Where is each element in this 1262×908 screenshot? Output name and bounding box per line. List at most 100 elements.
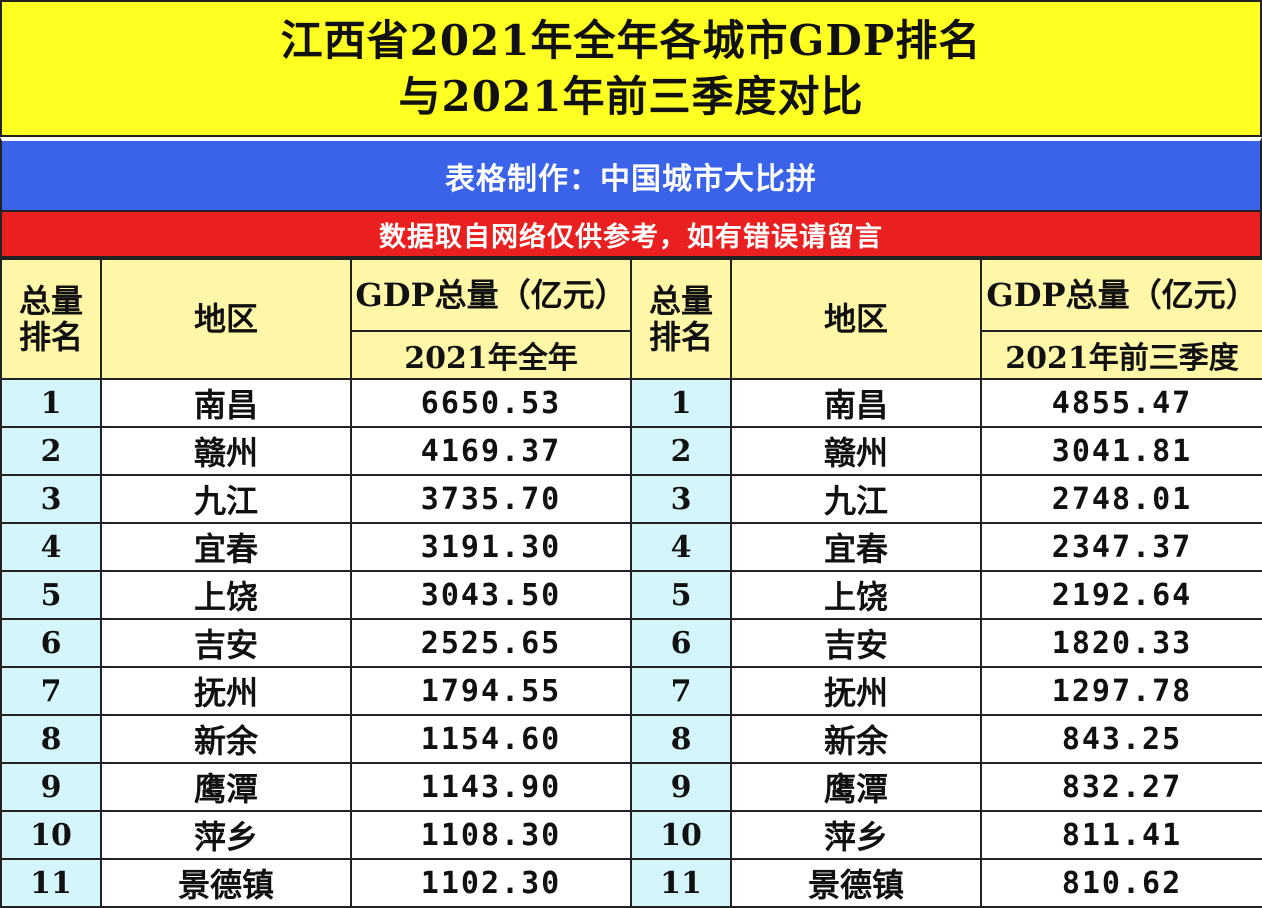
table-row: 7 抚州 1794.55 7 抚州 1297.78	[0, 666, 1262, 716]
header-rank-line-2: 排名	[18, 318, 83, 356]
gdp-full-year-cell: 6650.53	[350, 378, 632, 428]
city-q3-cell: 鹰潭	[730, 762, 982, 812]
city-q3-cell: 赣州	[730, 426, 982, 476]
header-gdp-total-full-year: GDP总量（亿元）	[350, 258, 632, 332]
rank-q3-cell: 10	[630, 810, 732, 860]
header-rank-full-year: 总量 排名	[0, 258, 102, 380]
rank-cell: 4	[0, 522, 102, 572]
gdp-full-year-cell: 1108.30	[350, 810, 632, 860]
header-region-q3: 地区	[730, 258, 982, 380]
table-row: 11 景德镇 1102.30 11 景德镇 810.62	[0, 858, 1262, 908]
city-q3-cell: 景德镇	[730, 858, 982, 908]
title-line-1: 江西省2021年全年各城市GDP排名	[280, 15, 982, 65]
city-q3-cell: 宜春	[730, 522, 982, 572]
rank-q3-cell: 9	[630, 762, 732, 812]
table-row: 9 鹰潭 1143.90 9 鹰潭 832.27	[0, 762, 1262, 812]
rank-q3-cell: 8	[630, 714, 732, 764]
gdp-q3-cell: 2192.64	[980, 570, 1262, 620]
rank-cell: 10	[0, 810, 102, 860]
header-rank-q3-line-2: 排名	[648, 318, 713, 356]
rank-q3-cell: 4	[630, 522, 732, 572]
city-cell: 赣州	[100, 426, 352, 476]
gdp-table: 总量 排名 地区 GDP总量（亿元） 总量 排名 地区 GDP总量（亿元） 2021…	[0, 258, 1262, 908]
gdp-full-year-cell: 4169.37	[350, 426, 632, 476]
city-cell: 九江	[100, 474, 352, 524]
rank-cell: 9	[0, 762, 102, 812]
city-cell: 抚州	[100, 666, 352, 716]
title-line-2: 与2021年前三季度对比	[398, 71, 864, 121]
gdp-full-year-cell: 1794.55	[350, 666, 632, 716]
header-region-full-year: 地区	[100, 258, 352, 380]
gdp-q3-cell: 832.27	[980, 762, 1262, 812]
gdp-q3-cell: 2347.37	[980, 522, 1262, 572]
rank-cell: 3	[0, 474, 102, 524]
rank-q3-cell: 5	[630, 570, 732, 620]
city-cell: 新余	[100, 714, 352, 764]
header-row-2: 2021年全年 2021年前三季度	[1, 330, 1262, 380]
table-row: 8 新余 1154.60 8 新余 843.25	[0, 714, 1262, 764]
table-row: 10 萍乡 1108.30 10 萍乡 811.41	[0, 810, 1262, 860]
gdp-q3-cell: 3041.81	[980, 426, 1262, 476]
gdp-q3-cell: 4855.47	[980, 378, 1262, 428]
gdp-full-year-cell: 3735.70	[350, 474, 632, 524]
city-cell: 宜春	[100, 522, 352, 572]
header-rank-q3-line-1: 总量	[648, 282, 713, 320]
rank-cell: 8	[0, 714, 102, 764]
rank-q3-cell: 1	[630, 378, 732, 428]
city-q3-cell: 抚州	[730, 666, 982, 716]
header-period-q3: 2021年前三季度	[980, 330, 1262, 380]
rank-q3-cell: 11	[630, 858, 732, 908]
header-period-full-year: 2021年全年	[350, 330, 632, 380]
city-cell: 鹰潭	[100, 762, 352, 812]
gdp-q3-cell: 810.62	[980, 858, 1262, 908]
gdp-q3-cell: 843.25	[980, 714, 1262, 764]
rank-cell: 6	[0, 618, 102, 668]
rank-cell: 1	[0, 378, 102, 428]
table-row: 4 宜春 3191.30 4 宜春 2347.37	[0, 522, 1262, 572]
gdp-q3-cell: 811.41	[980, 810, 1262, 860]
notice-band: 数据取自网络仅供参考，如有错误请留言	[0, 212, 1262, 258]
notice-text: 数据取自网络仅供参考，如有错误请留言	[379, 221, 883, 253]
credit-text: 表格制作：中国城市大比拼	[445, 161, 817, 197]
rank-q3-cell: 2	[630, 426, 732, 476]
city-q3-cell: 萍乡	[730, 810, 982, 860]
header-row-1: 总量 排名 地区 GDP总量（亿元） 总量 排名 地区 GDP总量（亿元）	[0, 258, 1262, 380]
gdp-q3-cell: 2748.01	[980, 474, 1262, 524]
rank-q3-cell: 7	[630, 666, 732, 716]
city-q3-cell: 吉安	[730, 618, 982, 668]
city-q3-cell: 新余	[730, 714, 982, 764]
credit-band: 表格制作：中国城市大比拼	[0, 137, 1262, 212]
gdp-full-year-cell: 3043.50	[350, 570, 632, 620]
city-cell: 萍乡	[100, 810, 352, 860]
table-row: 2 赣州 4169.37 2 赣州 3041.81	[0, 426, 1262, 476]
header-gdp-total-q3: GDP总量（亿元）	[980, 258, 1262, 332]
rank-cell: 7	[0, 666, 102, 716]
gdp-q3-cell: 1297.78	[980, 666, 1262, 716]
table-row: 6 吉安 2525.65 6 吉安 1820.33	[0, 618, 1262, 668]
header-rank-line-1: 总量	[18, 282, 83, 320]
gdp-full-year-cell: 3191.30	[350, 522, 632, 572]
gdp-full-year-cell: 2525.65	[350, 618, 632, 668]
table-row: 5 上饶 3043.50 5 上饶 2192.64	[0, 570, 1262, 620]
rank-cell: 11	[0, 858, 102, 908]
table-row: 1 南昌 6650.53 1 南昌 4855.47	[0, 378, 1262, 428]
rank-cell: 2	[0, 426, 102, 476]
city-q3-cell: 南昌	[730, 378, 982, 428]
city-cell: 吉安	[100, 618, 352, 668]
gdp-full-year-cell: 1154.60	[350, 714, 632, 764]
city-cell: 景德镇	[100, 858, 352, 908]
city-cell: 南昌	[100, 378, 352, 428]
table-row: 3 九江 3735.70 3 九江 2748.01	[0, 474, 1262, 524]
city-cell: 上饶	[100, 570, 352, 620]
title-band: 江西省2021年全年各城市GDP排名 与2021年前三季度对比	[0, 0, 1262, 137]
rank-q3-cell: 6	[630, 618, 732, 668]
gdp-q3-cell: 1820.33	[980, 618, 1262, 668]
city-q3-cell: 上饶	[730, 570, 982, 620]
city-q3-cell: 九江	[730, 474, 982, 524]
gdp-full-year-cell: 1102.30	[350, 858, 632, 908]
rank-cell: 5	[0, 570, 102, 620]
header-rank-q3: 总量 排名	[630, 258, 732, 380]
rank-q3-cell: 3	[630, 474, 732, 524]
gdp-full-year-cell: 1143.90	[350, 762, 632, 812]
